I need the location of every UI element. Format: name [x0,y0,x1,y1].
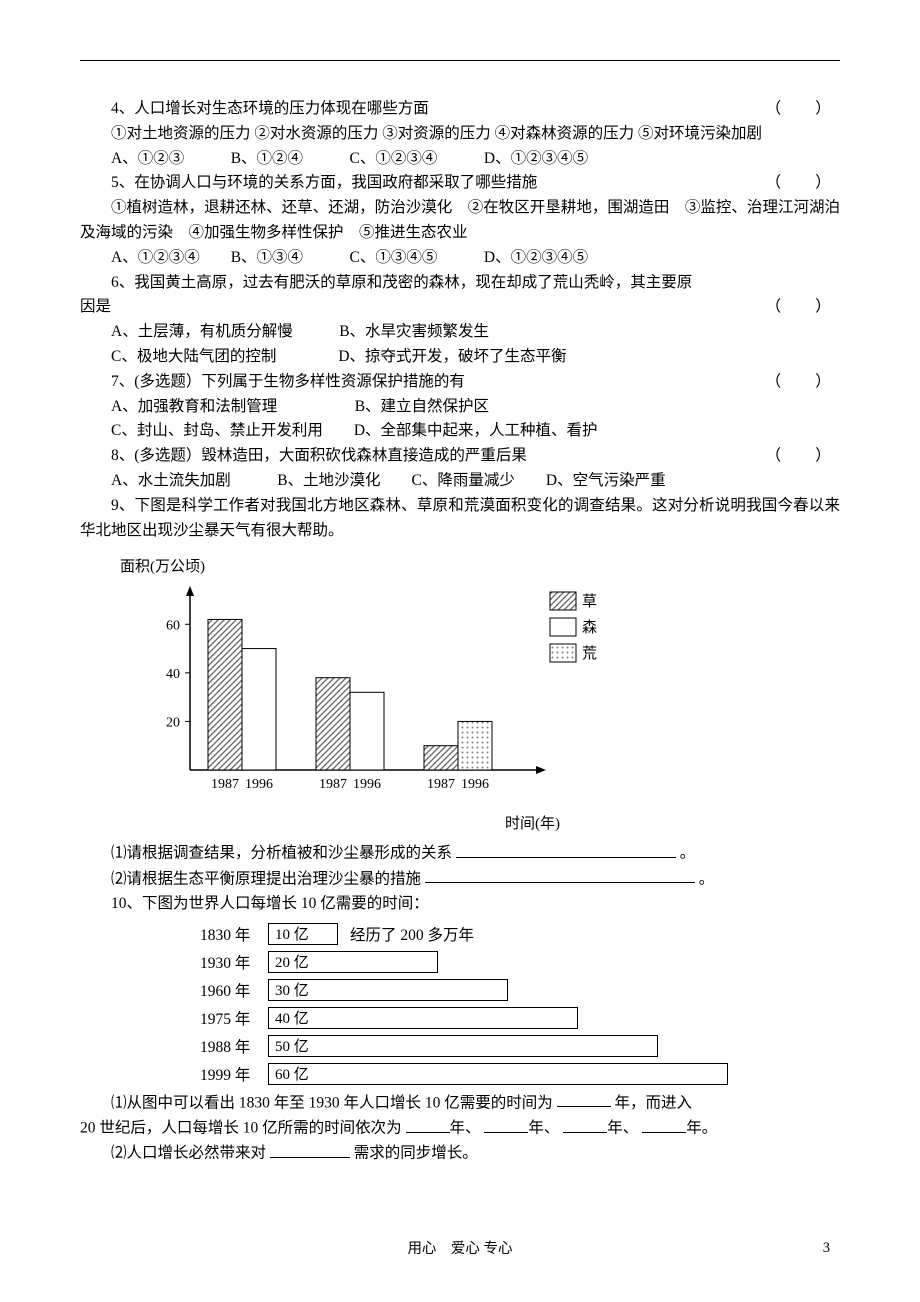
q6-opt-b: C、极地大陆气团的控制 D、掠夺式开发，破坏了生态平衡 [80,345,840,370]
pop-year: 1999 年 [200,1063,268,1085]
pop-year: 1975 年 [200,1007,268,1029]
q4-choices: A、①②③ B、①②④ C、①②③④ D、①②③④⑤ [80,147,840,172]
q10-sub2: ⑵人口增长必然带来对 需求的同步增长。 [80,1141,840,1166]
q8-text: 8、(多选题）毁林造田，大面积砍伐森林直接造成的严重后果 [111,447,527,464]
svg-text:60: 60 [166,619,180,634]
pop-bar: 10 亿 [268,923,338,945]
q10-stem: 10、下图为世界人口每增长 10 亿需要的时间： [80,892,840,917]
population-row: 1988 年50 亿 [200,1035,840,1057]
svg-text:1987: 1987 [427,777,455,792]
q4-paren: （ ） [735,97,840,122]
pop-after-text: 经历了 200 多万年 [350,923,474,945]
q9-stem: 9、下图是科学工作者对我国北方地区森林、草原和荒漠面积变化的调查结果。这对分析说… [80,494,840,544]
q10-sub2-b: 需求的同步增长。 [354,1145,478,1162]
q6-paren: （ ） [766,295,840,320]
q10-sub1-c: 20 世纪后，人口每增长 10 亿所需的时间依次为 [80,1120,402,1137]
q7-opt-b: C、封山、封岛、禁止开发利用 D、全部集中起来，人工种植、看护 [80,419,840,444]
pop-year: 1988 年 [200,1035,268,1057]
q8-stem: 8、(多选题）毁林造田，大面积砍伐森林直接造成的严重后果 （ ） [80,444,840,469]
q7-opt-a: A、加强教育和法制管理 B、建立自然保护区 [80,395,840,420]
q10-sub1-a: ⑴从图中可以看出 1830 年至 1930 年人口增长 10 亿需要的时间为 [111,1094,553,1111]
q9-sub2-blank [425,867,695,884]
q9-chart-wrap: 面积(万公顷) 20 40 60 1987 1996 1987 1996 1987 1996 草森… [120,555,840,833]
pop-bar: 60 亿 [268,1063,728,1085]
pop-year: 1930 年 [200,951,268,973]
unit: 年、 [528,1120,559,1137]
svg-text:1996: 1996 [245,777,273,792]
q6-opt-a: A、土层薄，有机质分解慢 B、水旱灾害频繁发生 [80,320,840,345]
svg-text:森: 森 [582,619,597,636]
q10-sub1-l1: ⑴从图中可以看出 1830 年至 1930 年人口增长 10 亿需要的时间为 年… [80,1091,840,1116]
q6-stem-l1: 6、我国黄土高原，过去有肥沃的草原和茂密的森林，现在却成了荒山秃岭，其主要原 [80,271,840,296]
pop-bar: 50 亿 [268,1035,658,1057]
svg-text:草: 草 [582,593,597,610]
q5-stem: 5、在协调人口与环境的关系方面，我国政府都采取了哪些措施 （ ） [80,171,840,196]
top-rule [80,60,840,61]
q7-paren: （ ） [735,370,840,395]
pop-bar: 30 亿 [268,979,508,1001]
blank [642,1116,686,1133]
q4-stem: 4、人口增长对生态环境的压力体现在哪些方面 （ ） [80,97,840,122]
blank [406,1116,450,1133]
q9-sub2-tail: 。 [699,870,715,887]
q9-sub2-text: ⑵请根据生态平衡原理提出治理沙尘暴的措施 [111,870,421,887]
q9-sub2: ⑵请根据生态平衡原理提出治理沙尘暴的措施 。 [80,867,840,892]
q5-choices: A、①②③④ B、①③④ C、①③④⑤ D、①②③④⑤ [80,246,840,271]
population-row: 1960 年30 亿 [200,979,840,1001]
svg-text:1996: 1996 [353,777,381,792]
unit: 年、 [607,1120,638,1137]
pop-year: 1830 年 [200,923,268,945]
svg-text:1996: 1996 [461,777,489,792]
q4-opts: ①对土地资源的压力 ②对水资源的压力 ③对资源的压力 ④对森林资源的压力 ⑤对环… [80,122,840,147]
blank [563,1116,607,1133]
q9-sub1-text: ⑴请根据调查结果，分析植被和沙尘暴形成的关系 [111,845,452,862]
q6-stem-l2: 因是 （ ） [80,295,840,320]
svg-text:20: 20 [166,716,180,731]
svg-text:40: 40 [166,667,180,682]
svg-text:1987: 1987 [319,777,347,792]
population-row: 1975 年40 亿 [200,1007,840,1029]
pop-bar: 40 亿 [268,1007,578,1029]
q8-paren: （ ） [735,444,840,469]
population-row: 1830 年10 亿经历了 200 多万年 [200,923,840,945]
q7-text: 7、(多选题）下列属于生物多样性资源保护措施的有 [111,373,465,390]
unit-end: 年。 [686,1120,717,1137]
q10-sub2-a: ⑵人口增长必然带来对 [111,1145,266,1162]
q8-opt-a: A、水土流失加剧 B、土地沙漠化 C、降雨量减少 D、空气污染严重 [80,469,840,494]
q9-xlabel: 时间(年) [120,812,560,833]
q9-sub1-blank [456,841,676,858]
unit: 年、 [450,1120,481,1137]
q6-stem-l2-text: 因是 [80,298,111,315]
population-row: 1930 年20 亿 [200,951,840,973]
q5-text: 5、在协调人口与环境的关系方面，我国政府都采取了哪些措施 [111,174,537,191]
population-row: 1999 年60 亿 [200,1063,840,1085]
q10-sub1-l2: 20 世纪后，人口每增长 10 亿所需的时间依次为 年、 年、 年、 年。 [80,1116,840,1141]
q10-sub2-blank [270,1141,350,1158]
svg-text:荒: 荒 [582,645,597,662]
q4-text: 4、人口增长对生态环境的压力体现在哪些方面 [111,100,429,117]
q9-ylabel: 面积(万公顷) [120,555,840,576]
blank [484,1116,528,1133]
q9-sub1: ⑴请根据调查结果，分析植被和沙尘暴形成的关系 。 [80,841,840,866]
q7-stem: 7、(多选题）下列属于生物多样性资源保护措施的有 （ ） [80,370,840,395]
q10-sub1-blank1 [557,1091,611,1108]
pop-bar: 20 亿 [268,951,438,973]
q10-population-bars: 1830 年10 亿经历了 200 多万年1930 年20 亿1960 年30 … [200,923,840,1085]
q5-opts: ①植树造林，退耕还林、还草、还湖，防治沙漠化 ②在牧区开垦耕地，围湖造田 ③监控… [80,196,840,246]
q9-bar-chart: 20 40 60 1987 1996 1987 1996 1987 1996 草森荒 [120,580,640,810]
q5-paren: （ ） [735,171,840,196]
q10-sub1-b: 年，而进入 [615,1094,693,1111]
svg-text:1987: 1987 [211,777,239,792]
q9-sub1-tail: 。 [680,845,696,862]
page: 4、人口增长对生态环境的压力体现在哪些方面 （ ） ①对土地资源的压力 ②对水资… [80,0,840,1297]
pop-year: 1960 年 [200,979,268,1001]
